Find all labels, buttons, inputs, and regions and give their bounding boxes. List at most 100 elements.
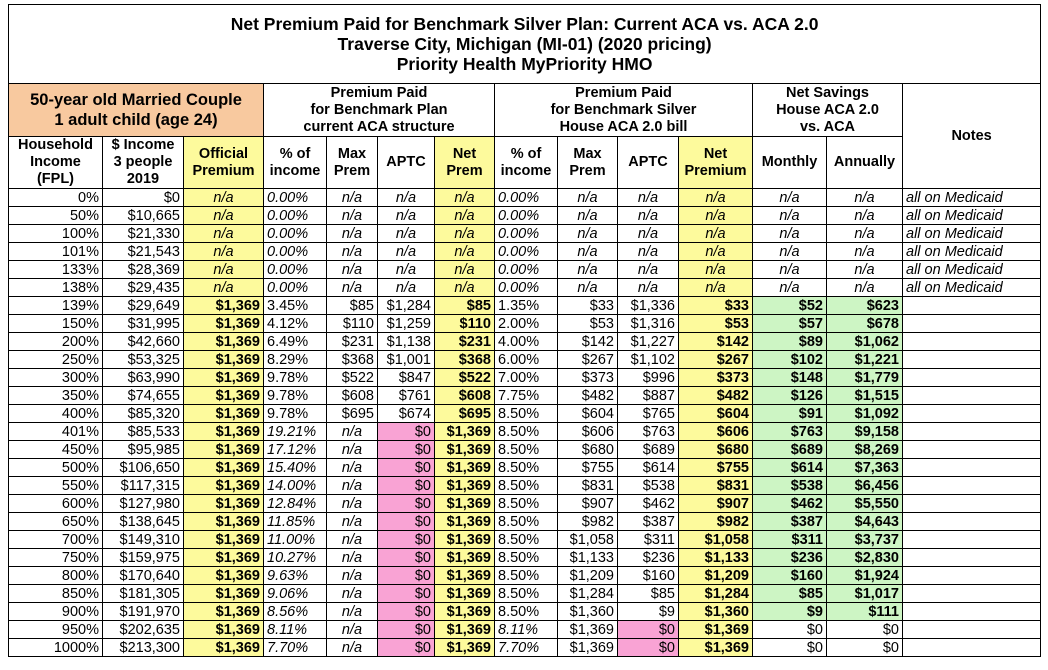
data-cell: 4.12% — [263, 314, 327, 333]
data-cell: $1,369 — [183, 350, 264, 369]
data-row: 250% $53,325 $1,369 8.29% $368 $1,001 $368 6.00… — [8, 350, 1042, 369]
data-cell: n/a — [752, 206, 827, 225]
group-line: House ACA 2.0 — [776, 102, 879, 118]
data-cell: $1,058 — [557, 530, 618, 549]
data-cell: 100% — [8, 224, 103, 243]
data-cell: $689 — [752, 440, 827, 459]
data-cell: $1,227 — [617, 332, 679, 351]
data-row: 150% $31,995 $1,369 4.12% $110 $1,259 $110 2.00… — [8, 314, 1042, 333]
title-cell: Net Premium Paid for Benchmark Silver Pl… — [7, 4, 1042, 84]
data-cell: 8.50% — [494, 512, 558, 531]
data-cell: n/a — [557, 278, 618, 297]
data-cell: $231 — [326, 332, 378, 351]
data-cell: 14.00% — [263, 476, 327, 495]
data-cell: n/a — [434, 278, 495, 297]
note-cell — [901, 476, 1042, 495]
data-cell: $85 — [752, 584, 827, 603]
data-cell: $1,209 — [557, 566, 618, 585]
data-cell: $267 — [678, 350, 753, 369]
data-cell: $1,133 — [557, 548, 618, 567]
data-cell: $1,369 — [183, 404, 264, 423]
data-cell: $142 — [678, 332, 753, 351]
note-cell: all on Medicaid — [901, 278, 1042, 297]
data-cell: 138% — [8, 278, 103, 297]
data-cell: $387 — [617, 512, 679, 531]
column-header: Official Premium — [183, 136, 264, 189]
note-cell: all on Medicaid — [901, 260, 1042, 279]
data-cell: n/a — [434, 260, 495, 279]
note-cell — [901, 440, 1042, 459]
data-cell: $368 — [326, 350, 378, 369]
group-line: Premium Paid — [330, 85, 428, 101]
data-cell: n/a — [826, 260, 903, 279]
data-cell: $149,310 — [102, 530, 184, 549]
data-cell: 8.56% — [263, 602, 327, 621]
data-cell: 8.50% — [494, 566, 558, 585]
note-cell — [901, 314, 1042, 333]
note-cell — [901, 368, 1042, 387]
group-line: for Benchmark Silver — [550, 102, 697, 118]
data-row: 550% $117,315 $1,369 14.00% n/a $0 $1,369 8.50%… — [8, 476, 1042, 495]
column-header: Net Premium — [678, 136, 753, 189]
data-cell: $982 — [557, 512, 618, 531]
group-row: 50-year old Married Couple 1 adult child … — [8, 83, 1042, 189]
data-row: 650% $138,645 $1,369 11.85% n/a $0 $1,369 8.50%… — [8, 512, 1042, 531]
data-cell: $1,221 — [826, 350, 903, 369]
data-cell: n/a — [678, 206, 753, 225]
column-line: Prem — [446, 162, 483, 179]
data-cell: $202,635 — [102, 620, 184, 639]
data-cell: n/a — [326, 620, 378, 639]
data-cell: n/a — [377, 188, 435, 207]
data-cell: $763 — [752, 422, 827, 441]
column-line: APTC — [386, 154, 426, 170]
data-cell: n/a — [183, 260, 264, 279]
data-row: 50% $10,665 n/a 0.00% n/a n/a n/a 0.00% n/a n/a n/… — [8, 206, 1042, 225]
data-cell: n/a — [326, 440, 378, 459]
data-cell: $85 — [617, 584, 679, 603]
data-cell: 0.00% — [494, 224, 558, 243]
data-cell: 0.00% — [263, 260, 327, 279]
column-header: Annually — [826, 136, 903, 189]
data-cell: n/a — [434, 224, 495, 243]
data-cell: $482 — [678, 386, 753, 405]
data-row: 600% $127,980 $1,369 12.84% n/a $0 $1,369 8.50%… — [8, 494, 1042, 513]
data-cell: 8.50% — [494, 602, 558, 621]
data-cell: $0 — [377, 458, 435, 477]
data-cell: $1,369 — [434, 422, 495, 441]
data-cell: 8.50% — [494, 440, 558, 459]
data-cell: $181,305 — [102, 584, 184, 603]
data-cell: $680 — [678, 440, 753, 459]
data-cell: 401% — [8, 422, 103, 441]
data-cell: $1,062 — [826, 332, 903, 351]
data-cell: $0 — [377, 512, 435, 531]
note-cell — [901, 386, 1042, 405]
data-cell: n/a — [557, 188, 618, 207]
data-cell: $95,985 — [102, 440, 184, 459]
data-cell: $887 — [617, 386, 679, 405]
note-cell — [901, 512, 1042, 531]
data-cell: $1,369 — [183, 638, 264, 657]
note-cell — [901, 296, 1042, 315]
data-cell: n/a — [326, 548, 378, 567]
data-cell: $689 — [617, 440, 679, 459]
data-row: 700% $149,310 $1,369 11.00% n/a $0 $1,369 8.50%… — [8, 530, 1042, 549]
data-row: 500% $106,650 $1,369 15.40% n/a $0 $1,369 8.50%… — [8, 458, 1042, 477]
note-cell — [901, 530, 1042, 549]
data-cell: $170,640 — [102, 566, 184, 585]
data-cell: $608 — [434, 386, 495, 405]
data-cell: 8.50% — [494, 476, 558, 495]
data-cell: $311 — [617, 530, 679, 549]
data-cell: n/a — [183, 242, 264, 261]
data-cell: $85,320 — [102, 404, 184, 423]
data-cell: 0.00% — [494, 206, 558, 225]
data-row: 100% $21,330 n/a 0.00% n/a n/a n/a 0.00% n/a n/a n… — [8, 224, 1042, 243]
data-cell: $126 — [752, 386, 827, 405]
data-cell: $53,325 — [102, 350, 184, 369]
data-cell: $191,970 — [102, 602, 184, 621]
data-cell: $111 — [826, 602, 903, 621]
column-header: APTC — [617, 136, 679, 189]
data-cell: 9.06% — [263, 584, 327, 603]
data-cell: 11.00% — [263, 530, 327, 549]
data-cell: $847 — [377, 368, 435, 387]
data-cell: n/a — [326, 278, 378, 297]
